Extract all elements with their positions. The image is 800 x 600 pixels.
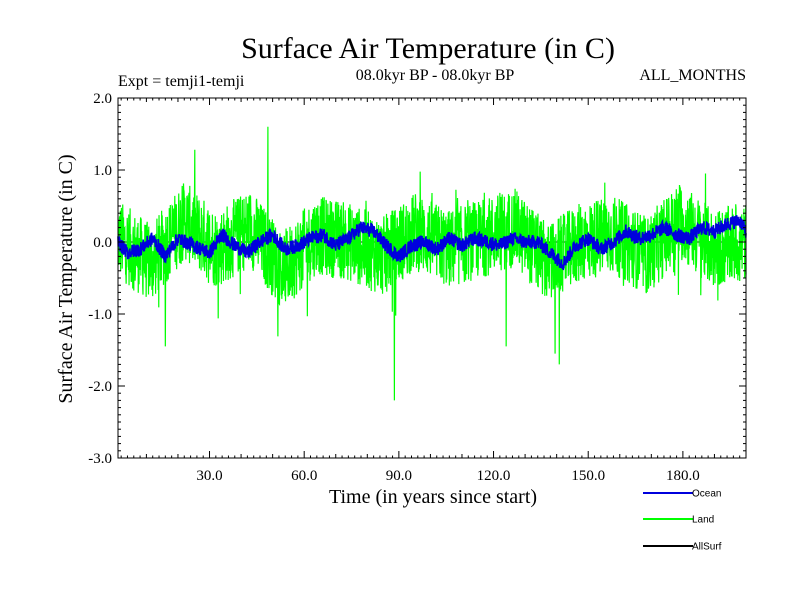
legend-label-allsurf: AllSurf (692, 542, 722, 553)
chart-title: Surface Air Temperature (in C) (241, 32, 615, 65)
y-tick-label: -2.0 (88, 379, 112, 395)
plot-frame (117, 97, 747, 459)
x-axis-label: Time (in years since start) (329, 486, 537, 508)
ocean-series-line (117, 215, 747, 271)
y-axis-label: Surface Air Temperature (in C) (55, 154, 77, 403)
chart-subtitle: 08.0kyr BP - 08.0kyr BP (356, 67, 515, 84)
y-tick-label: 1.0 (93, 163, 112, 179)
x-tick-label: 150.0 (571, 468, 605, 484)
experiment-label: Expt = temji1-temji (118, 73, 245, 90)
legend: Ocean Land AllSurf (643, 489, 722, 553)
y-tick-label: 0.0 (93, 235, 112, 251)
series-layer (117, 126, 747, 401)
y-tick-label: -3.0 (88, 451, 112, 467)
months-label: ALL_MONTHS (639, 67, 746, 84)
legend-label-ocean: Ocean (692, 489, 721, 500)
x-tick-label: 90.0 (386, 468, 412, 484)
x-tick-label: 30.0 (196, 468, 222, 484)
land-series-line (117, 126, 747, 401)
x-tick-label: 180.0 (666, 468, 700, 484)
x-tick-label: 120.0 (477, 468, 511, 484)
x-tick-label: 60.0 (291, 468, 317, 484)
legend-label-land: Land (692, 515, 714, 526)
y-tick-label: -1.0 (88, 307, 112, 323)
axes-layer: 30.0 60.0 90.0 120.0 150.0 180.0 2.0 1.0 0.0 -1.0… (88, 91, 747, 484)
y-tick-label: 2.0 (93, 91, 112, 107)
